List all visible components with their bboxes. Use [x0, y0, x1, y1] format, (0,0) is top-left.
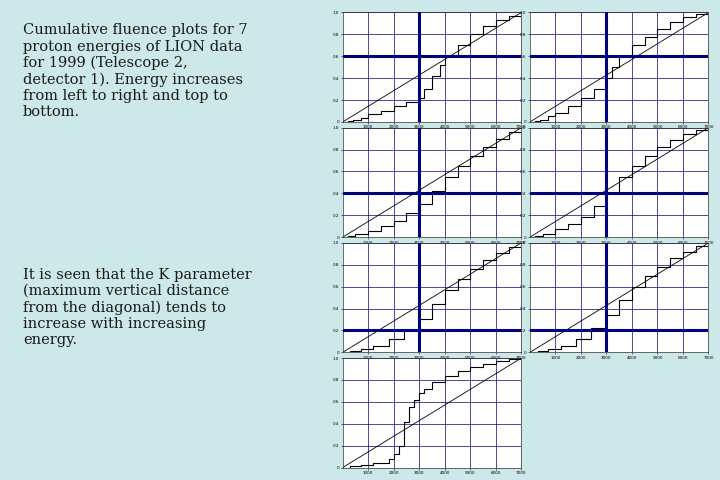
- Text: Cumulative fluence plots for 7
proton energies of LION data
for 1999 (Telescope : Cumulative fluence plots for 7 proton en…: [23, 24, 248, 120]
- Text: It is seen that the K parameter
(maximum vertical distance
from the diagonal) te: It is seen that the K parameter (maximum…: [23, 268, 252, 347]
